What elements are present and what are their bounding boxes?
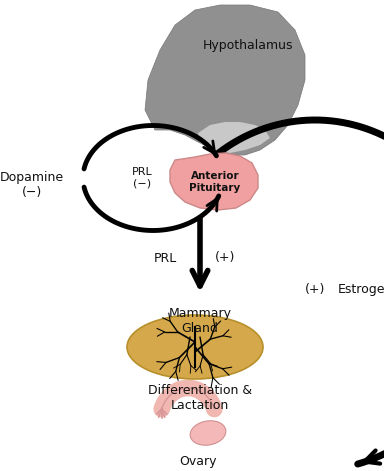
- Text: Estrogen: Estrogen: [338, 284, 384, 297]
- Text: PRL: PRL: [154, 252, 177, 265]
- Text: Ovary: Ovary: [179, 455, 217, 468]
- Polygon shape: [145, 5, 305, 155]
- Text: (+): (+): [215, 252, 235, 265]
- Text: Mammary
Gland: Mammary Gland: [169, 307, 232, 335]
- Text: Dopamine
(−): Dopamine (−): [0, 171, 64, 199]
- Polygon shape: [198, 122, 270, 153]
- Text: Differentiation &
Lactation: Differentiation & Lactation: [148, 384, 252, 412]
- Ellipse shape: [127, 315, 263, 379]
- Ellipse shape: [190, 421, 226, 445]
- Text: PRL
(−): PRL (−): [132, 167, 152, 189]
- Text: Anterior
Pituitary: Anterior Pituitary: [189, 171, 241, 193]
- Polygon shape: [170, 153, 258, 210]
- Text: Hypothalamus: Hypothalamus: [203, 39, 293, 51]
- Text: (+): (+): [305, 284, 325, 297]
